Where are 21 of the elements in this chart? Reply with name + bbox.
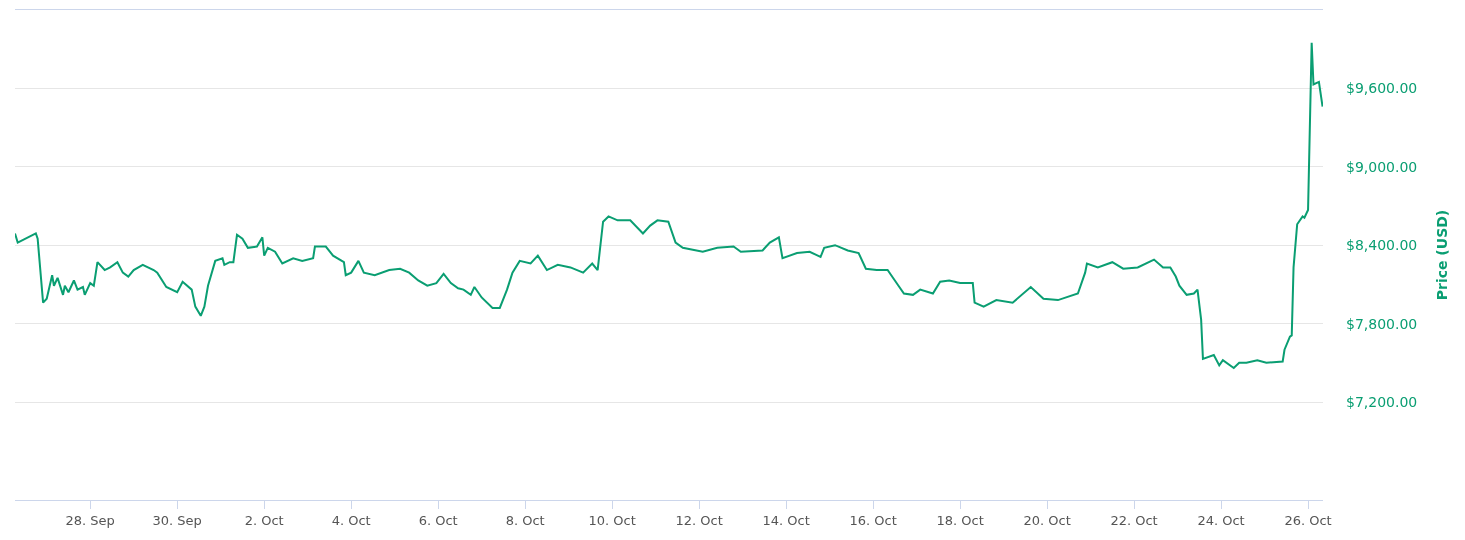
x-tick-label: 20. Oct xyxy=(1023,512,1071,528)
x-tick-label: 6. Oct xyxy=(418,512,458,528)
x-tick-label: 12. Oct xyxy=(675,512,723,528)
x-tick-label: 18. Oct xyxy=(936,512,984,528)
x-tick-label: 28. Sep xyxy=(65,512,115,528)
y-tick-label: $7,200.00 xyxy=(1346,393,1418,410)
x-tick-label: 10. Oct xyxy=(588,512,636,528)
y-tick-label: $9,000.00 xyxy=(1346,158,1418,175)
x-tick-label: 14. Oct xyxy=(762,512,810,528)
x-tick-label: 4. Oct xyxy=(331,512,371,528)
x-tick-label: 16. Oct xyxy=(849,512,897,528)
x-tick-label: 24. Oct xyxy=(1197,512,1245,528)
y-axis-title: Price (USD) xyxy=(1433,209,1450,301)
y-tick-label: $7,800.00 xyxy=(1346,315,1418,332)
y-tick-label: $8,400.00 xyxy=(1346,237,1418,254)
y-tick-label: $9,600.00 xyxy=(1346,80,1418,97)
x-tick-label: 30. Sep xyxy=(152,512,202,528)
x-tick-label: 22. Oct xyxy=(1110,512,1158,528)
x-tick-label: 2. Oct xyxy=(244,512,284,528)
x-tick-label: 26. Oct xyxy=(1284,512,1332,528)
x-tick-label: 8. Oct xyxy=(505,512,545,528)
